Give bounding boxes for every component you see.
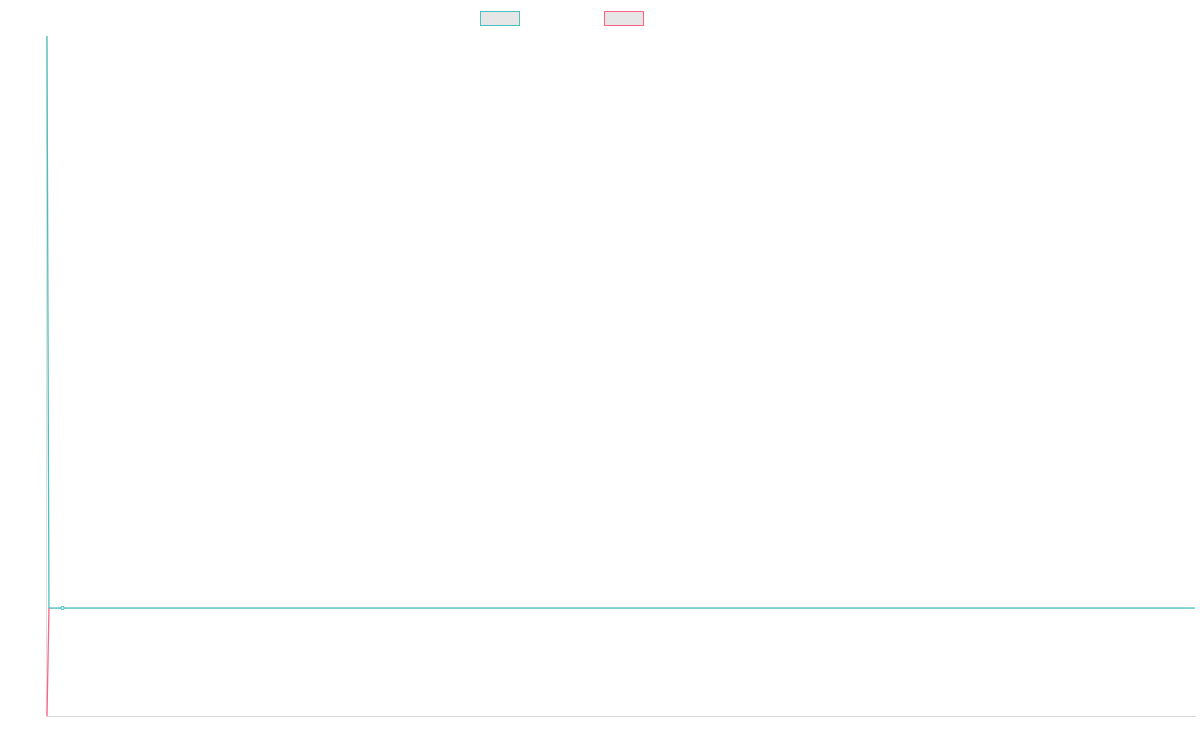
series-2-line (46, 608, 50, 717)
series-1-point[interactable] (60, 606, 65, 611)
legend-item-series-2[interactable] (604, 9, 650, 27)
chart-legend (0, 9, 1200, 27)
legend-swatch-series-2 (604, 10, 644, 26)
legend-swatch-series-1 (480, 10, 520, 26)
legend-item-series-1[interactable] (480, 9, 526, 27)
series-1-line (46, 35, 1195, 609)
series-layer (46, 35, 1195, 717)
